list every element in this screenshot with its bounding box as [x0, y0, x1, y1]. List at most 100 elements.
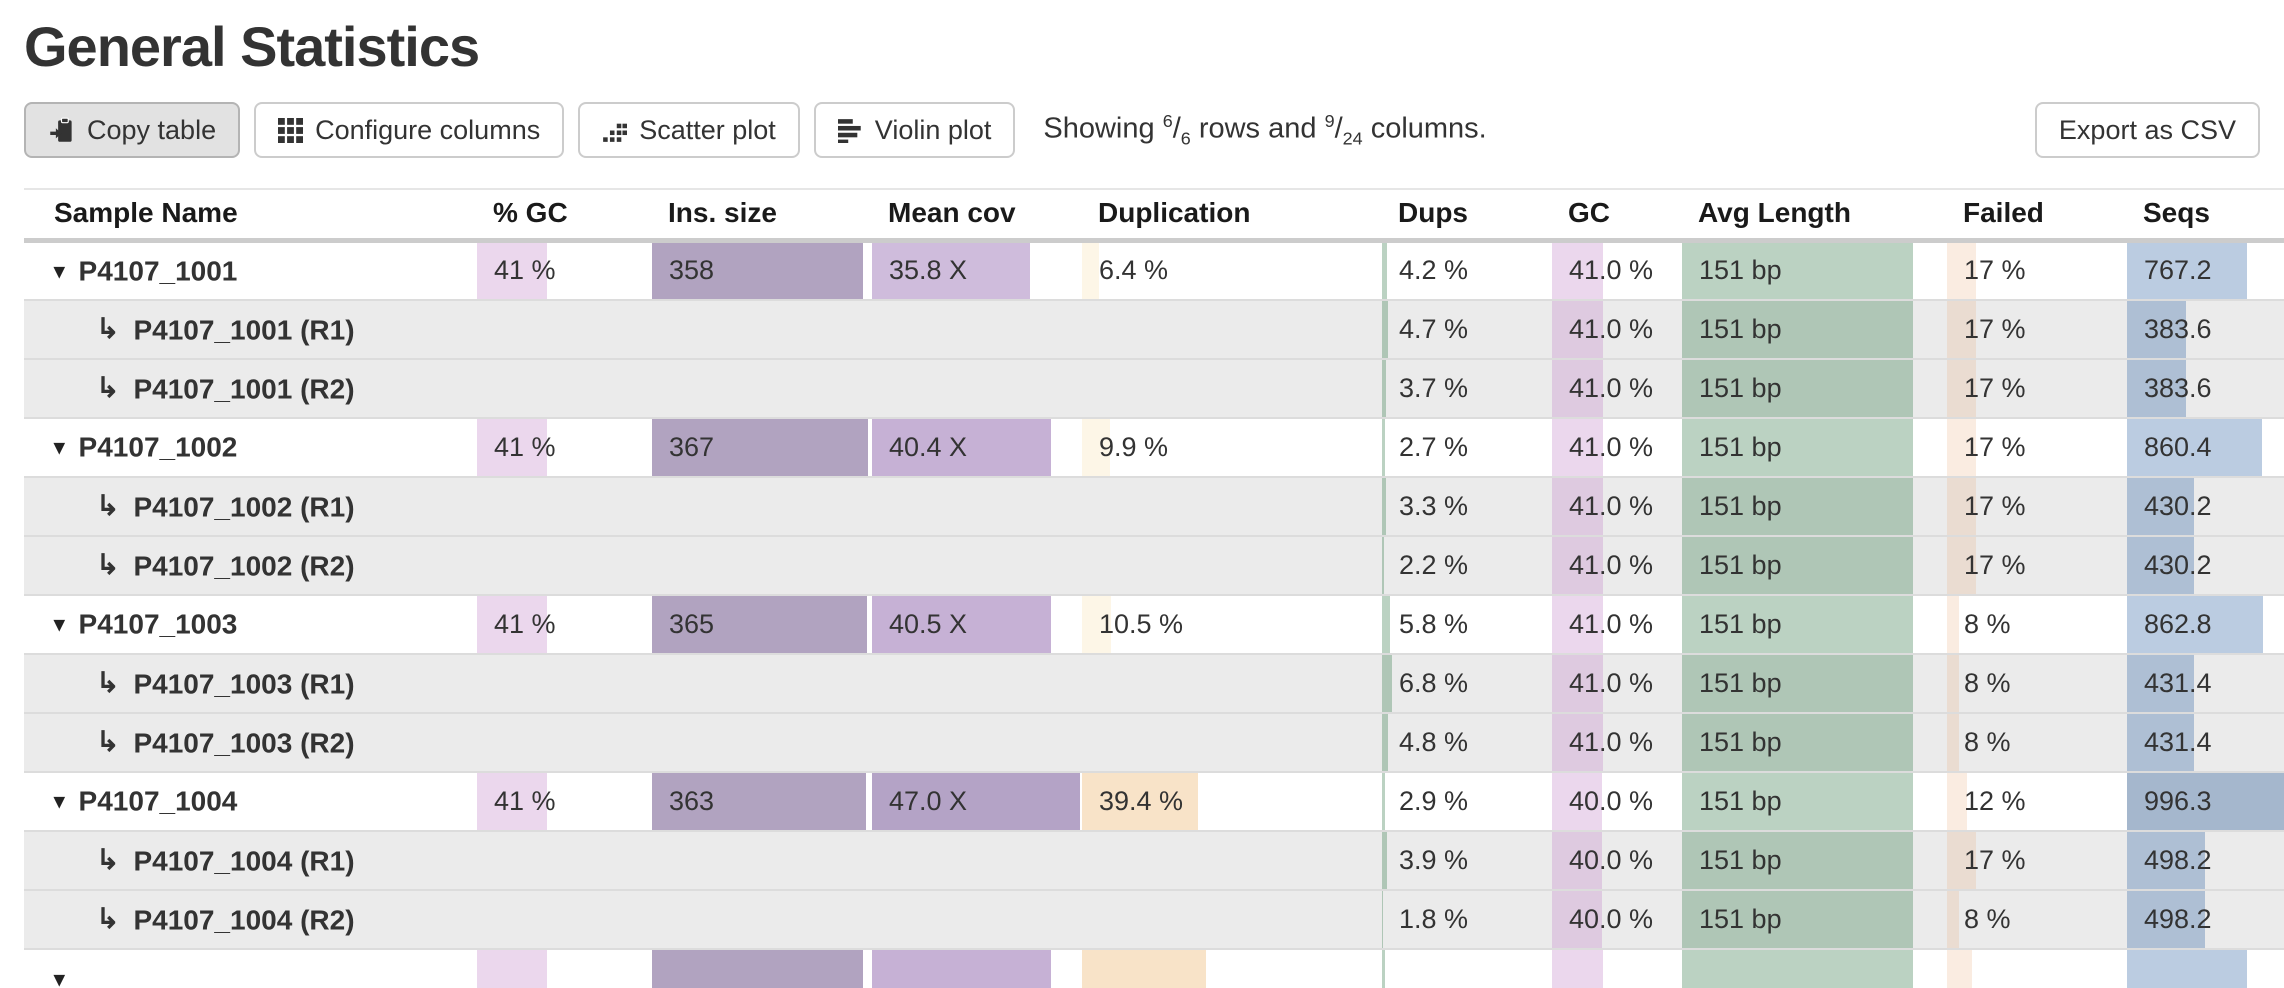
cell-failed: 8 % — [1945, 888, 2125, 949]
table-row-subsample: ↳ P4107_1001 (R1) 4.7 % 41.0 % 151 bp 17 % 383… — [24, 298, 2284, 359]
cell-gc — [1550, 947, 1680, 988]
sample-name: P4107_1002 (R2) — [133, 550, 355, 582]
cell-pct-gc — [475, 298, 650, 359]
cell-ins-size: 365 — [650, 593, 870, 654]
collapse-toggle-icon[interactable]: ▾ — [54, 436, 65, 460]
value-bar — [1382, 596, 1390, 653]
value-bar — [1382, 832, 1387, 889]
cell-gc: 40.0 % — [1550, 770, 1680, 831]
cell-seqs: 383.6 — [2125, 357, 2284, 418]
cell-duplication: 6.4 % — [1080, 239, 1380, 300]
table-row-subsample: ↳ P4107_1004 (R2) 1.8 % 40.0 % 151 bp 8 % 498.… — [24, 888, 2284, 949]
value-bar — [1552, 714, 1604, 771]
cell-value: 498.2 — [2144, 844, 2212, 875]
cell-ins-size — [650, 652, 870, 713]
table-row-subsample: ↳ P4107_1002 (R2) 2.2 % 41.0 % 151 bp 17 % 430… — [24, 534, 2284, 595]
value-bar — [1682, 478, 1914, 535]
cell-value: 4.8 % — [1399, 726, 1469, 757]
value-bar — [477, 243, 547, 299]
cell-avg-length: 151 bp — [1680, 534, 1945, 595]
collapse-toggle-icon[interactable]: ▾ — [54, 967, 65, 988]
column-header-dups[interactable]: Dups — [1380, 188, 1550, 243]
value-bar — [2127, 655, 2194, 712]
value-bar — [1947, 891, 1960, 948]
cell-seqs — [2125, 947, 2284, 988]
sample-name-cell: ↳ P4107_1003 (R2) — [24, 711, 475, 772]
collapse-toggle-icon[interactable]: ▾ — [54, 260, 65, 284]
sample-name: P4107_1001 (R2) — [133, 373, 355, 405]
column-header-failed[interactable]: Failed — [1945, 188, 2125, 243]
cell-value: 367 — [669, 431, 715, 462]
cell-pct-gc — [475, 357, 650, 418]
scatter-plot-button[interactable]: Scatter plot — [578, 102, 800, 158]
cell-seqs: 430.2 — [2125, 475, 2284, 536]
value-bar — [1382, 419, 1385, 476]
cell-value: 363 — [669, 785, 715, 816]
table-row-subsample: ↳ P4107_1001 (R2) 3.7 % 41.0 % 151 bp 17 % 383… — [24, 357, 2284, 418]
cell-value: 862.8 — [2144, 608, 2212, 639]
cell-value: 47.0 X — [889, 785, 968, 816]
value-bar — [1682, 891, 1914, 948]
column-header-mean-cov[interactable]: Mean cov — [870, 188, 1080, 243]
cell-ins-size — [650, 475, 870, 536]
cell-ins-size — [650, 829, 870, 890]
cell-value: 3.9 % — [1399, 844, 1469, 875]
cols-total-count: 24 — [1342, 128, 1363, 149]
cell-duplication — [1080, 711, 1380, 772]
cell-value: 431.4 — [2144, 667, 2212, 698]
sample-name: P4107_1004 (R1) — [133, 845, 355, 877]
sample-name: P4107_1002 — [78, 431, 238, 463]
export-csv-button[interactable]: Export as CSV — [2034, 102, 2260, 158]
column-header-seqs[interactable]: Seqs — [2125, 188, 2284, 243]
value-bar — [1947, 360, 1976, 417]
cell-seqs: 996.3 — [2125, 770, 2284, 831]
collapse-toggle-icon[interactable]: ▾ — [54, 613, 65, 637]
sample-name-cell: ▾ P4107_1002 — [24, 416, 475, 477]
violin-plot-button[interactable]: Violin plot — [813, 102, 1016, 158]
cell-avg-length: 151 bp — [1680, 357, 1945, 418]
cell-dups — [1380, 947, 1550, 988]
cell-dups: 2.2 % — [1380, 534, 1550, 595]
cell-duplication — [1080, 298, 1380, 359]
cell-value: 3.7 % — [1399, 372, 1469, 403]
value-bar — [1382, 360, 1387, 417]
value-bar — [1552, 243, 1604, 299]
cell-value: 41.0 % — [1569, 372, 1654, 403]
cell-value: 17 % — [1964, 549, 2026, 580]
cell-pct-gc: 41 % — [475, 593, 650, 654]
value-bar — [477, 773, 547, 830]
column-header-pct-gc[interactable]: % GC — [475, 188, 650, 243]
value-bar — [1552, 832, 1602, 889]
column-header-duplication[interactable]: Duplication — [1080, 188, 1380, 243]
cell-ins-size — [650, 534, 870, 595]
cell-value: 41.0 % — [1569, 313, 1654, 344]
cell-value: 358 — [669, 255, 715, 286]
cell-failed: 17 % — [1945, 829, 2125, 890]
cols-shown-count: 9 — [1324, 110, 1335, 131]
cell-duplication: 9.9 % — [1080, 416, 1380, 477]
copy-table-button[interactable]: Copy table — [24, 102, 241, 158]
value-bar — [1082, 419, 1110, 476]
table-row-sample: ▾ P4107_1001 41 % 358 35.8 X 6.4 % 4.2 % 41.0 %… — [24, 239, 2284, 300]
cell-gc: 41.0 % — [1550, 239, 1680, 300]
column-header-avg-length[interactable]: Avg Length — [1680, 188, 1945, 243]
column-header-gc[interactable]: GC — [1550, 188, 1680, 243]
cell-value: 8 % — [1964, 608, 2011, 639]
column-header-ins-size[interactable]: Ins. size — [650, 188, 870, 243]
cell-value: 151 bp — [1699, 844, 1782, 875]
cell-avg-length: 151 bp — [1680, 770, 1945, 831]
collapse-toggle-icon[interactable]: ▾ — [54, 790, 65, 814]
clipboard-copy-icon — [48, 117, 75, 144]
cell-mean-cov — [870, 298, 1080, 359]
value-bar — [1552, 773, 1602, 830]
value-bar — [1552, 478, 1604, 535]
configure-columns-button[interactable]: Configure columns — [254, 102, 565, 158]
column-header-sample-name[interactable]: Sample Name — [24, 188, 475, 243]
cell-seqs: 430.2 — [2125, 534, 2284, 595]
subsample-arrow-icon: ↳ — [96, 843, 120, 875]
cell-ins-size: 367 — [650, 416, 870, 477]
cell-value: 430.2 — [2144, 549, 2212, 580]
value-bar — [1682, 832, 1914, 889]
cell-pct-gc — [475, 711, 650, 772]
